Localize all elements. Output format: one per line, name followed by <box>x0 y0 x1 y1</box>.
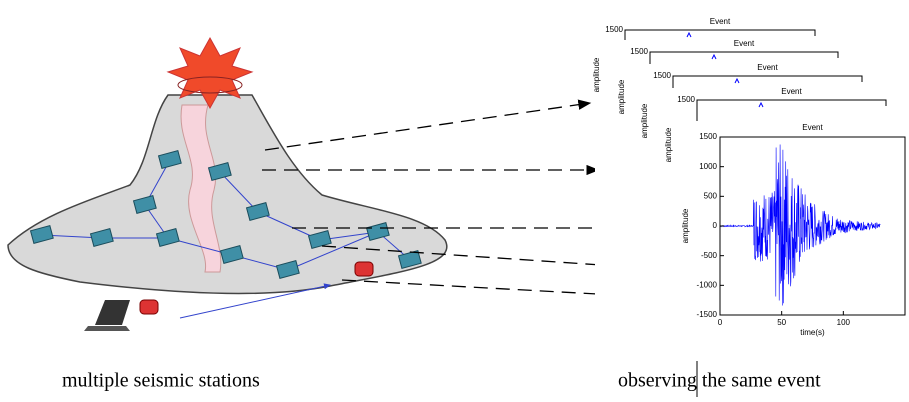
station <box>245 202 270 221</box>
station <box>132 195 157 214</box>
blip <box>734 77 740 84</box>
station <box>275 260 300 279</box>
panel-title: Event <box>757 63 778 72</box>
station <box>89 228 114 247</box>
x-tick-label: 100 <box>837 318 851 327</box>
panel-title: Event <box>710 17 731 26</box>
y-tick-label: 0 <box>713 221 718 230</box>
panel-title: Event <box>781 87 802 96</box>
y-tick-label: 1500 <box>605 25 623 34</box>
y-tick-label: -500 <box>701 251 718 260</box>
stations <box>29 150 422 279</box>
y-axis-label: amplitude <box>664 127 673 162</box>
plot-title: Event <box>802 123 823 132</box>
station <box>29 225 54 244</box>
x-axis-label: time(s) <box>800 328 825 337</box>
y-tick-label: 1500 <box>653 71 671 80</box>
x-tick-label: 50 <box>777 318 786 327</box>
waveform <box>719 144 881 306</box>
y-tick-label: -1500 <box>697 310 718 319</box>
station <box>207 162 232 181</box>
station <box>219 245 244 264</box>
y-tick-label: 500 <box>704 191 718 200</box>
station <box>365 222 390 241</box>
y-tick-label: 1500 <box>699 132 717 141</box>
station <box>397 250 422 269</box>
link <box>219 171 259 213</box>
volcano <box>7 36 448 295</box>
blip <box>711 53 717 60</box>
station <box>157 150 182 169</box>
y-axis-label: amplitude <box>681 208 690 243</box>
laptop <box>84 261 374 331</box>
station <box>155 228 180 247</box>
y-tick-label: -1000 <box>697 280 718 289</box>
y-axis-label: amplitude <box>617 79 626 114</box>
y-tick-label: 1000 <box>699 162 717 171</box>
x-tick-label: 0 <box>718 318 723 327</box>
panel-title: Event <box>734 39 755 48</box>
blip <box>686 31 692 38</box>
y-axis-label: amplitude <box>592 57 601 92</box>
link <box>287 231 379 271</box>
station <box>307 230 332 249</box>
y-tick-label: 1500 <box>630 47 648 56</box>
caption: multiple seismic stations <box>62 370 260 392</box>
blip <box>758 101 764 108</box>
y-tick-label: 1500 <box>677 95 695 104</box>
caption: observing the same event <box>618 370 821 392</box>
y-axis-label: amplitude <box>640 103 649 138</box>
plots: Event 1500 amplitude Event 1500 amplitude Even… <box>592 17 909 400</box>
